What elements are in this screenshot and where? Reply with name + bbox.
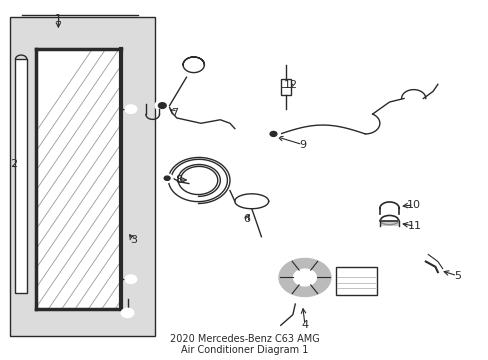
Bar: [10, 17, 155, 336]
Text: 5: 5: [453, 271, 460, 281]
Polygon shape: [36, 49, 121, 309]
Circle shape: [269, 131, 276, 136]
Circle shape: [278, 258, 330, 297]
Circle shape: [293, 269, 316, 286]
Circle shape: [161, 174, 173, 183]
Bar: [15, 59, 27, 293]
Text: 12: 12: [283, 80, 297, 90]
Circle shape: [266, 129, 280, 139]
Text: 4: 4: [301, 320, 308, 330]
Text: 3: 3: [129, 235, 137, 245]
Text: 1: 1: [55, 14, 62, 24]
Text: 2: 2: [10, 159, 17, 169]
Text: 9: 9: [298, 140, 305, 149]
Circle shape: [155, 100, 169, 111]
Text: 10: 10: [406, 200, 420, 210]
Text: 8: 8: [175, 175, 183, 185]
Circle shape: [164, 176, 170, 180]
Circle shape: [121, 308, 134, 318]
Circle shape: [125, 275, 137, 283]
Text: 6: 6: [243, 214, 249, 224]
Text: 11: 11: [407, 221, 421, 231]
Text: 7: 7: [170, 108, 178, 118]
Circle shape: [268, 251, 341, 304]
Bar: [280, 79, 291, 95]
Text: 2020 Mercedes-Benz C63 AMG
Air Conditioner Diagram 1: 2020 Mercedes-Benz C63 AMG Air Condition…: [169, 334, 319, 355]
Bar: [380, 221, 398, 226]
Bar: [335, 267, 376, 295]
Circle shape: [158, 103, 166, 108]
Circle shape: [125, 105, 137, 113]
